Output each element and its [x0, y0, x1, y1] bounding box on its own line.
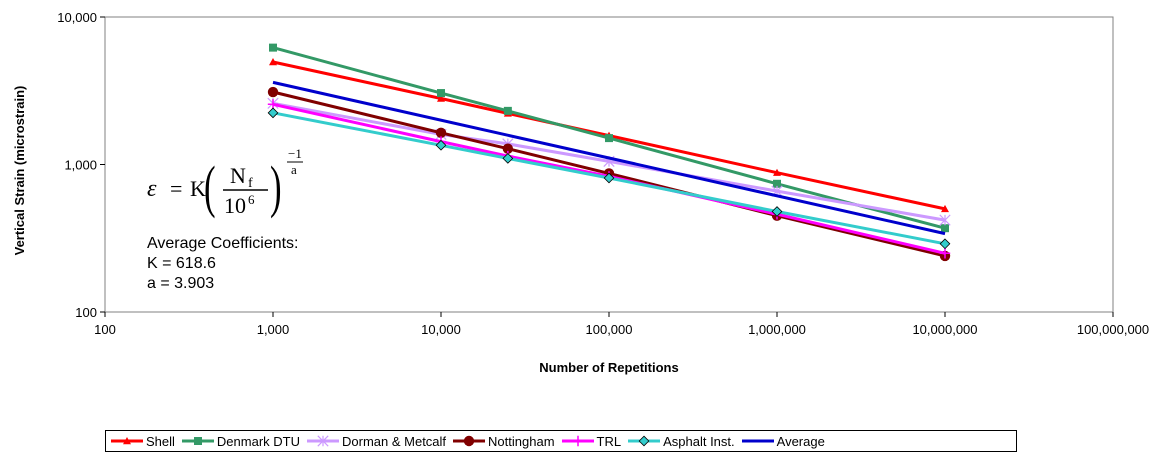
data-point — [773, 168, 781, 176]
legend-item: Denmark DTU — [181, 434, 300, 449]
formula-equals: = — [170, 176, 182, 201]
formula-left-paren: ( — [204, 155, 216, 219]
data-point — [317, 435, 329, 447]
chart-canvas: 100 1,000 10,000 100,000 1,000,000 10,000,000… — [12, 10, 1149, 375]
formula-k: K — [190, 176, 206, 201]
series-line — [272, 102, 946, 255]
legend-label: TRL — [596, 433, 622, 449]
legend: Shell Denmark DTU Dorman & Metcalf Nottingh… — [105, 430, 1017, 452]
series-layer — [267, 43, 951, 262]
data-point — [939, 248, 951, 259]
y-tick-label: 1,000 — [64, 158, 97, 173]
y-tick-label: 100 — [75, 305, 97, 320]
legend-swatch — [181, 437, 214, 445]
x-tick-label: 10,000,000 — [912, 322, 977, 337]
formula-epsilon: ε — [147, 176, 157, 202]
legend-swatch — [453, 435, 486, 447]
legend-item: Shell — [110, 434, 175, 449]
legend-swatch — [307, 435, 339, 447]
data-point — [502, 143, 514, 154]
x-tick-label: 1,000 — [257, 322, 290, 337]
legend-item: Asphalt Inst. — [627, 434, 735, 449]
series-line — [272, 90, 946, 258]
data-point — [939, 214, 951, 226]
legend-swatch — [628, 435, 661, 447]
data-point — [572, 435, 583, 447]
coefficients-title: Average Coefficients: — [147, 235, 299, 252]
x-tick-label: 100,000 — [586, 322, 633, 337]
coefficient-k: K = 618.6 — [147, 255, 216, 272]
data-point — [771, 206, 783, 217]
legend-label: Average — [776, 433, 825, 449]
formula-right-paren: ) — [270, 155, 282, 219]
series-line — [272, 80, 946, 236]
data-point — [941, 224, 949, 233]
x-axis-title: Number of Repetitions — [539, 360, 678, 375]
legend-label: Shell — [146, 433, 175, 449]
y-tick-label: 10,000 — [57, 10, 97, 25]
coefficient-a: a = 3.903 — [147, 275, 214, 292]
formula: ε = K ( N f 10 6 ) −1 a — [147, 146, 303, 219]
legend-label: Dorman & Metcalf — [342, 433, 447, 449]
series-line — [272, 101, 946, 222]
legend-swatch — [741, 439, 774, 443]
data-point — [267, 86, 279, 98]
data-point — [502, 153, 514, 164]
formula-denominator: 10 — [224, 193, 246, 218]
legend-swatch — [111, 437, 143, 445]
data-point — [123, 437, 131, 445]
data-point — [603, 172, 615, 184]
data-point — [503, 106, 512, 115]
legend-label: Asphalt Inst. — [663, 433, 735, 449]
data-point — [773, 179, 781, 188]
x-tick-label: 100,000,000 — [1077, 322, 1149, 337]
x-tick-label: 1,000,000 — [748, 322, 806, 337]
series-line — [272, 46, 946, 230]
data-point — [269, 43, 277, 52]
legend-item: Dorman & Metcalf — [306, 434, 446, 449]
formula-numerator-sub: f — [248, 176, 253, 191]
data-point — [269, 58, 277, 66]
legend-item: Nottingham — [452, 433, 555, 449]
data-point — [638, 435, 650, 447]
x-tick-label: 10,000 — [421, 322, 461, 337]
legend-label: Nottingham — [488, 433, 555, 449]
annotations: ε = K ( N f 10 6 ) −1 a Average Coeffici… — [147, 146, 303, 292]
formula-exponent-den: a — [291, 162, 297, 177]
legend-label: Denmark DTU — [216, 433, 300, 449]
axes: 100 1,000 10,000 100,000 1,000,000 10,000,000… — [12, 10, 1149, 375]
data-point — [605, 134, 613, 143]
data-point — [435, 139, 447, 151]
legend-item: TRL — [561, 433, 622, 449]
data-point — [437, 94, 445, 102]
data-point — [267, 107, 279, 119]
y-axis-title: Vertical Strain (microstrain) — [12, 86, 27, 256]
series-average — [272, 80, 946, 236]
series-line — [272, 111, 946, 246]
series-asphalt-inst — [267, 107, 951, 250]
legend-item: Average — [741, 434, 825, 449]
formula-denominator-sup: 6 — [248, 192, 255, 207]
data-point — [939, 238, 951, 250]
formula-numerator: N — [230, 163, 246, 188]
data-point — [193, 437, 202, 445]
data-point — [941, 204, 949, 213]
data-point — [437, 89, 445, 98]
series-denmark-dtu — [269, 43, 949, 233]
x-tick-label: 100 — [94, 322, 116, 337]
series-dorman-metcalf — [267, 97, 951, 226]
legend-swatch — [561, 435, 594, 447]
formula-exponent-num: −1 — [288, 146, 302, 161]
data-point — [463, 435, 475, 447]
data-point — [435, 127, 447, 139]
